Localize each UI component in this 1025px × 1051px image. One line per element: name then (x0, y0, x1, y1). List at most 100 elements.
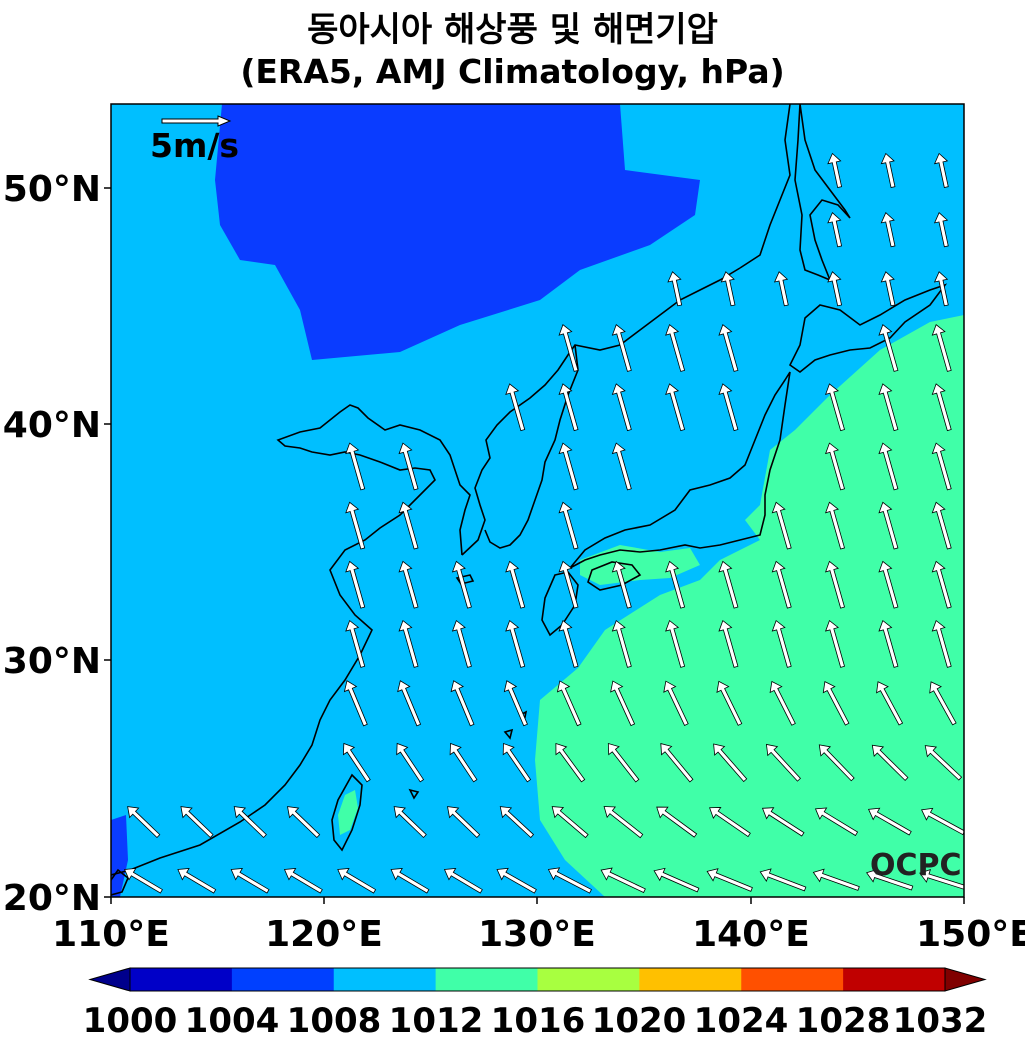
coastline-hokkaido (788, 283, 948, 373)
pressure-low-patch-southchina (111, 815, 128, 897)
wind-vector-arrow (558, 619, 579, 668)
wind-vector-arrow (447, 806, 481, 839)
coastline-shikoku (587, 561, 642, 591)
wind-vector-arrow (393, 806, 427, 839)
wind-vector-arrow (342, 742, 371, 783)
wind-vector-arrow (718, 383, 739, 432)
colorbar-bin (537, 968, 640, 991)
pressure-low-region (215, 104, 700, 360)
wind-vector-arrow (765, 743, 801, 782)
wind-vector-arrow (558, 560, 579, 609)
colorbar-label: 1028 (796, 1001, 891, 1041)
pressure-field (111, 104, 964, 897)
wind-vector-arrow (665, 619, 686, 668)
wind-vector-arrow (716, 680, 743, 726)
reference-vector: 5m/s (150, 115, 239, 165)
wind-vector-arrow (720, 271, 736, 307)
wind-vector-arrow (558, 442, 579, 491)
wind-vector-arrow (610, 680, 636, 727)
colorbar-extend-high (944, 967, 987, 992)
wind-vector-arrow (555, 742, 586, 783)
y-tick-label: 40°N (3, 405, 101, 446)
wind-vector-arrow (771, 501, 792, 550)
colorbar-frame (129, 967, 946, 992)
wind-vector-arrow (551, 806, 589, 839)
wind-vector-arrow (933, 271, 949, 307)
wind-vector-arrow (451, 619, 472, 668)
colorbar-label: 1016 (491, 1001, 586, 1041)
wind-vector-arrow (824, 442, 845, 491)
colorbar-bin (843, 968, 946, 991)
colorbar: 1000 1004 1008 1012 1016 1020 1024 1028 … (83, 967, 988, 1041)
wind-vector-arrow (773, 271, 789, 307)
reference-vector-label: 5m/s (150, 126, 239, 165)
x-tick-label: 140°E (692, 914, 810, 955)
wind-vector-arrow (398, 442, 419, 491)
wind-vector-arrow (818, 744, 855, 782)
wind-vector-arrow (880, 271, 896, 307)
wind-vector-arrow (871, 744, 909, 781)
wind-vector-arrow (878, 442, 899, 491)
wind-vector-arrow (233, 806, 267, 839)
coastlines (111, 104, 948, 896)
y-tick-label: 50°N (3, 169, 101, 210)
colorbar-bin (231, 968, 335, 991)
coastline-sakhalin (794, 104, 851, 282)
wind-vector-arrow (822, 681, 850, 726)
wind-vector-arrow (345, 619, 366, 668)
colorbar-bin (130, 968, 233, 991)
wind-vector-arrow (931, 501, 952, 550)
x-tick-label: 120°E (265, 914, 383, 955)
x-tick-label: 130°E (478, 914, 596, 955)
wind-vector-arrow (665, 560, 686, 609)
wind-vector-arrow (931, 383, 952, 432)
pressure-high-region (535, 315, 964, 897)
colorbar-bin (741, 968, 844, 991)
coastline-russia-east (739, 104, 791, 269)
wind-vector-arrow (771, 560, 792, 609)
wind-vector-arrow (449, 742, 478, 783)
wind-vector-arrow (611, 442, 632, 491)
wind-vector-arrow (718, 324, 739, 372)
wind-vector-arrow (496, 867, 537, 894)
wind-vector-arrow (177, 868, 217, 894)
colorbar-label: 1008 (287, 1001, 382, 1041)
wind-vector-arrow (933, 212, 949, 248)
wind-vector-arrow (396, 742, 425, 783)
wind-vector-arrow (880, 212, 896, 248)
reference-arrow (161, 115, 232, 127)
wind-vector-arrow (499, 806, 535, 839)
wind-vector-arrow (656, 806, 698, 838)
coastline-korea (461, 267, 741, 556)
wind-vector-arrow (660, 743, 694, 783)
wind-vector-arrow (345, 501, 366, 550)
wind-vector-arrow (230, 868, 270, 894)
colorbar-label: 1032 (893, 1001, 988, 1041)
wind-vector-arrow (451, 560, 472, 609)
wind-vector-arrow (398, 560, 419, 609)
colorbar-label: 1012 (389, 1001, 484, 1041)
colorbar-labels: 1000 1004 1008 1012 1016 1020 1024 1028 … (83, 1001, 988, 1041)
wind-vector-arrow (502, 742, 532, 783)
y-axis: 20°N 30°N 40°N 50°N (3, 169, 111, 919)
wind-vector-arrow (931, 442, 952, 491)
wind-vector-arrow (713, 743, 748, 783)
wind-vector-arrow (343, 680, 368, 727)
colorbar-label: 1000 (83, 1001, 178, 1041)
coastline-honshu (569, 371, 791, 569)
wind-vector-arrow (921, 807, 964, 836)
colorbar-bin (639, 968, 742, 991)
figure-subtitle: (ERA5, AMJ Climatology, hPa) (240, 52, 785, 91)
wind-vector-arrow (505, 619, 526, 668)
wind-vector-arrow (824, 383, 845, 432)
wind-vector-arrow (827, 152, 843, 188)
wind-vector-arrow (653, 867, 700, 893)
wind-vector-arrow (558, 324, 579, 372)
wind-vector-arrow (824, 619, 845, 668)
wind-vector-arrow (718, 619, 739, 668)
wind-vector-arrow (878, 560, 899, 609)
wind-vector-arrow (878, 619, 899, 668)
wind-vector-arrow (827, 212, 843, 248)
wind-vector-arrow (607, 742, 640, 783)
